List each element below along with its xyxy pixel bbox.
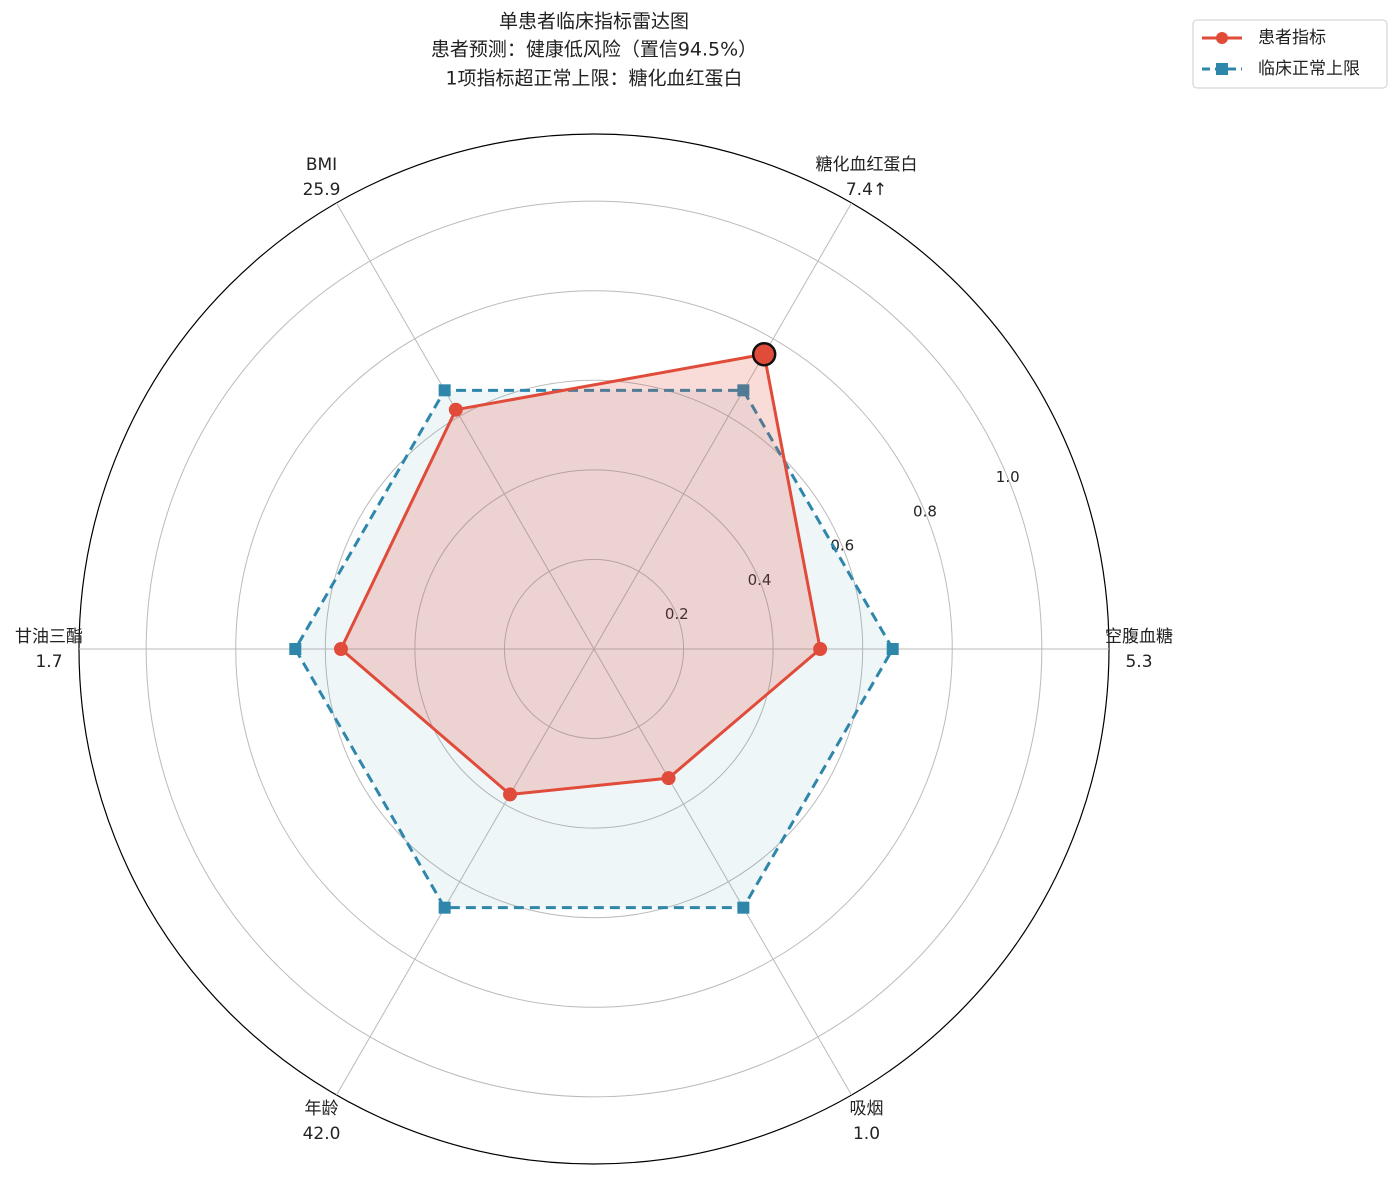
series-area	[340, 354, 821, 795]
axis-value-label: 1.0	[853, 1124, 880, 1144]
series-area	[295, 390, 893, 908]
legend-marker	[1216, 32, 1228, 44]
marker	[438, 901, 451, 914]
spoke	[336, 648, 595, 1096]
chart-title: 患者预测：健康低风险（置信94.5%）	[431, 39, 757, 61]
axis-label: 空腹血糖	[1105, 627, 1173, 647]
marker	[737, 384, 750, 397]
spoke	[336, 202, 595, 650]
spoke	[593, 202, 852, 650]
axis-value-label: 5.3	[1125, 652, 1152, 672]
r-tick-label: 1.0	[996, 468, 1020, 486]
axis-value-label: 1.7	[35, 652, 62, 672]
marker	[448, 402, 463, 417]
axis-value-label: 42.0	[303, 1124, 341, 1144]
spoke	[593, 648, 852, 1096]
axis-label: 甘油三酯	[15, 627, 83, 647]
legend-label: 临床正常上限	[1258, 59, 1360, 79]
axis-label: 年龄	[305, 1099, 339, 1119]
axis-label: 糖化血红蛋白	[816, 155, 918, 175]
r-tick-label: 0.2	[665, 605, 689, 623]
marker	[813, 642, 828, 656]
marker	[438, 384, 451, 397]
r-tick-label: 0.4	[748, 571, 772, 589]
r-tick-label: 0.8	[913, 502, 937, 520]
axis-value-label: 25.9	[303, 180, 341, 200]
highlight-marker	[751, 342, 777, 367]
legend-marker	[1216, 63, 1228, 75]
chart-title: 1项指标超正常上限：糖化血红蛋白	[445, 68, 742, 90]
axis-label: 吸烟	[850, 1099, 884, 1119]
marker	[289, 643, 302, 655]
chart-title: 单患者临床指标雷达图	[499, 11, 689, 33]
legend-label: 患者指标	[1258, 28, 1326, 48]
marker	[737, 901, 750, 914]
axis-value-label: 7.4↑	[846, 180, 887, 200]
axis-label: BMI	[306, 155, 337, 175]
marker	[886, 643, 899, 655]
marker	[661, 771, 676, 786]
marker	[503, 787, 518, 802]
marker	[333, 642, 348, 656]
